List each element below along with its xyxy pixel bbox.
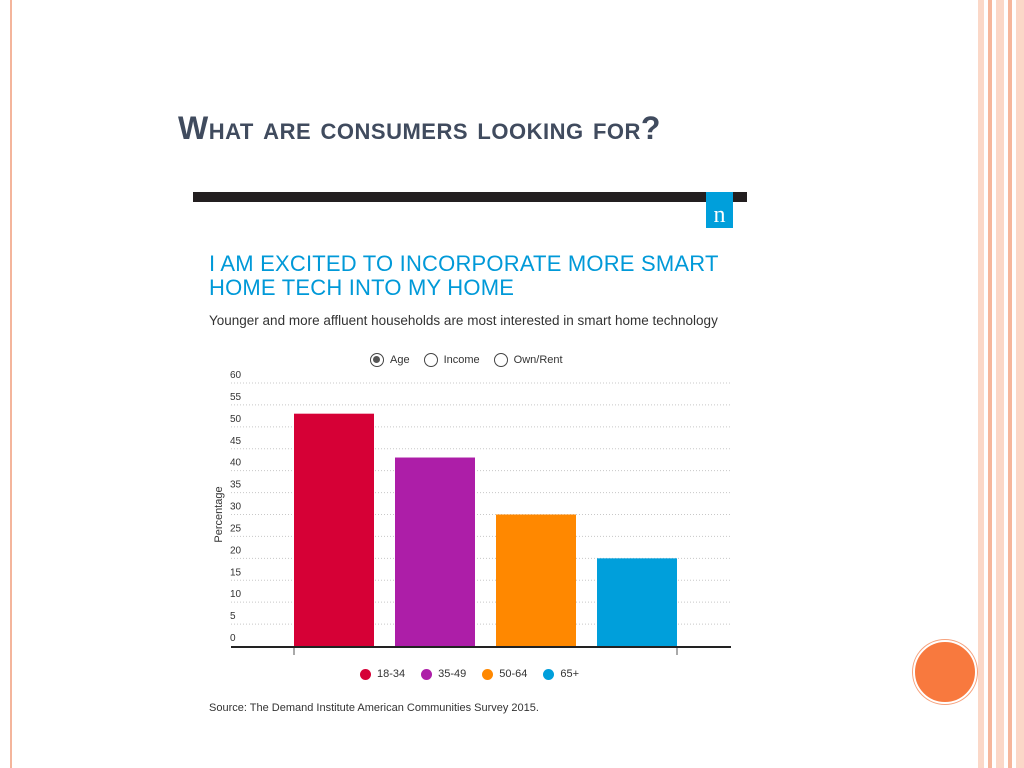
bar-35-49 [395,457,475,646]
chart-title-line-1: I AM EXCITED TO INCORPORATE MORE SMART [209,251,719,276]
nielsen-logo: n [706,192,733,228]
legend-item-18-34[interactable]: 18-34 [360,668,405,680]
legend-item-65-plus[interactable]: 65+ [543,668,579,680]
radio-income[interactable]: Income [423,353,480,367]
y-tick-label: 25 [230,523,242,534]
y-tick-label: 35 [230,480,242,491]
bar-18-34 [294,413,374,646]
slide-title: What are consumers looking for? [178,110,661,146]
bar-chart: 0 5 10 15 20 25 30 35 40 45 50 55 60 Percentage [213,370,731,655]
radio-own-rent[interactable]: Own/Rent [493,353,563,367]
y-tick-label: 0 [230,633,236,644]
legend-label: 50-64 [499,668,528,680]
y-tick-label: 20 [230,545,242,556]
legend-item-50-64[interactable]: 50-64 [482,668,527,680]
slide-left-border [0,0,12,768]
legend-item-35-49[interactable]: 35-49 [421,668,466,680]
legend-dot [360,668,371,680]
radio-income-label: Income [443,354,480,366]
chart-title: I AM EXCITED TO INCORPORATE MORE SMART H… [209,252,769,300]
y-tick-label: 60 [230,370,242,381]
chart-subtitle: Younger and more affluent households are… [209,313,718,328]
slide-right-border [978,0,1024,768]
radio-age-indicator[interactable] [370,353,384,367]
y-tick-label: 10 [230,589,242,600]
chart-source: Source: The Demand Institute American Co… [209,702,539,714]
legend-label: 35-49 [438,668,467,680]
legend-dot [421,668,433,680]
y-axis-label: Percentage [213,486,225,542]
y-tick-label: 40 [230,458,242,469]
chart-legend: 18-34 35-49 50-64 65+ [360,668,595,680]
legend-label: 18-34 [377,668,406,680]
y-tick-label: 45 [230,436,242,447]
y-tick-label: 30 [230,502,242,513]
y-tick-label: 50 [230,414,242,425]
legend-dot [543,668,555,680]
legend-dot [482,668,494,680]
segment-toggle: Age Income Own/Rent [370,350,577,370]
y-tick-label: 15 [230,567,242,578]
radio-age-label: Age [390,354,410,366]
decorative-orange-circle [913,640,977,704]
radio-own-rent-label: Own/Rent [513,354,563,366]
y-tick-label: 55 [230,392,242,403]
bar-65+ [597,558,677,646]
legend-label: 65+ [560,668,580,680]
bar-50-64 [496,514,576,646]
radio-own-rent-indicator[interactable] [493,353,508,367]
header-rule [193,192,747,202]
y-tick-label: 5 [230,611,236,622]
radio-age[interactable]: Age [370,353,410,367]
chart-title-line-2: HOME TECH INTO MY HOME [209,275,515,300]
radio-income-indicator[interactable] [423,353,438,367]
